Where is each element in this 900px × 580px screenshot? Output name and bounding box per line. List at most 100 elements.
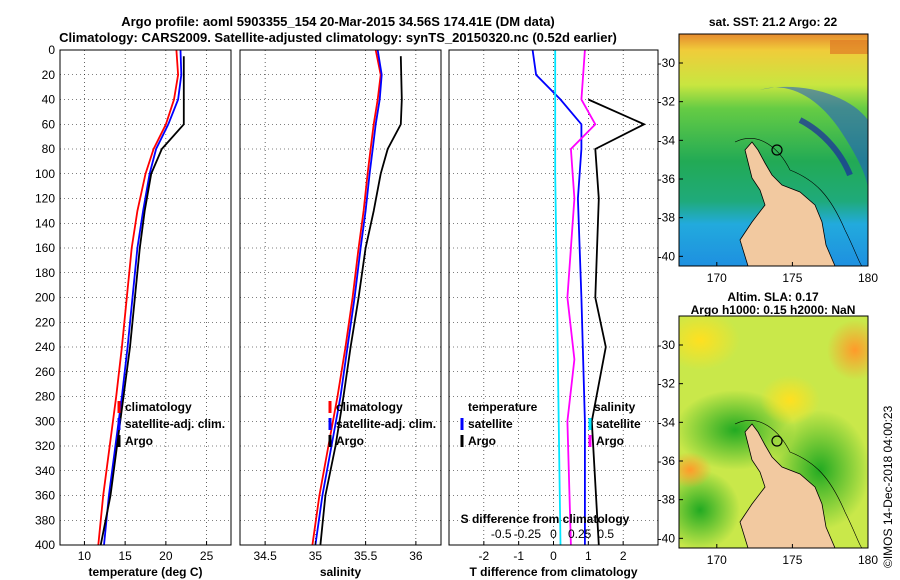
ytick-label-4: 80 xyxy=(42,142,56,156)
diff-xtick-label-2: 0 xyxy=(550,549,557,563)
sal-xlabel: salinity xyxy=(320,565,362,579)
sst-map-ytick-label-0: -30 xyxy=(658,56,676,70)
sla-map-ytick-label-0: -30 xyxy=(658,338,676,352)
credit-text: ©IMOS 14-Dec-2018 04:00:23 xyxy=(881,405,895,568)
temp-xtick-label-3: 25 xyxy=(200,549,214,563)
sst-map-xtick-label-1: 175 xyxy=(782,271,802,285)
temp-frame xyxy=(59,49,232,546)
sla-map-subtitle: Argo h1000: 0.15 h2000: NaN xyxy=(691,303,856,317)
ytick-label-3: 60 xyxy=(42,117,56,131)
sla-map-ytick-label-1: -32 xyxy=(658,377,676,391)
sst-map-ytick-label-2: -34 xyxy=(658,133,676,147)
diff-x2tick-label-2: 0 xyxy=(550,527,557,541)
sst-map-xtick-label-0: 170 xyxy=(707,271,727,285)
temp-series-satellite-adj-clim- xyxy=(103,49,183,546)
ytick-label-9: 180 xyxy=(35,266,55,280)
diff-xlabel2: S difference from climatology xyxy=(461,512,630,526)
diff-series-t-satellite xyxy=(531,49,586,545)
diff-x2tick-label-0: -0.5 xyxy=(491,527,512,541)
sla-map-ytick-label-4: -38 xyxy=(658,493,676,507)
salinity-profile-panel: 34.5 35 35.5 36 salinity climatology satellite… xyxy=(239,49,442,579)
temp-xtick-label-1: 15 xyxy=(118,549,132,563)
ytick-label-18: 360 xyxy=(35,489,55,503)
sal-xtick-label-2: 35.5 xyxy=(354,549,378,563)
sla-map-ytick-label-5: -40 xyxy=(658,531,676,545)
sal-legend-label-1: satellite-adj. clim. xyxy=(336,417,436,431)
sal-series-argo xyxy=(319,56,403,546)
sla-map-xtick-label-0: 170 xyxy=(707,553,727,567)
temp-xtick-label-2: 20 xyxy=(159,549,173,563)
diff-xtick-label-0: -2 xyxy=(478,549,489,563)
sal-legend-label-0: climatology xyxy=(336,400,403,414)
bathymetry-contour-2 xyxy=(734,420,863,548)
ytick-label-10: 200 xyxy=(35,291,55,305)
title-line-2: Climatology: CARS2009. Satellite-adjuste… xyxy=(59,30,617,45)
diff-x2tick-label-3: 0.25 xyxy=(568,527,592,541)
ytick-label-8: 160 xyxy=(35,241,55,255)
sst-map-ytick-label-5: -40 xyxy=(658,249,676,263)
diff-xlabel: T difference from climatology xyxy=(469,565,637,579)
diff-series-s-satellite xyxy=(554,50,562,546)
sst-map-ytick-label-1: -32 xyxy=(658,95,676,109)
diff-legend-right-label-1: Argo xyxy=(596,434,624,448)
temperature-profile-panel: 10 15 20 25 0 20 40 60 80 100 120 140 160 180 200 220 24… xyxy=(35,43,232,579)
sst-map-xtick-label-2: 180 xyxy=(858,271,878,285)
sla-map-frame xyxy=(678,315,869,549)
diff-legend-left-label-1: Argo xyxy=(468,434,496,448)
diff-series-s-argo xyxy=(566,49,597,546)
ytick-label-15: 300 xyxy=(35,414,55,428)
land-north-island xyxy=(739,141,836,266)
ytick-label-0: 0 xyxy=(48,43,55,57)
argo-float-marker-2 xyxy=(771,435,783,447)
sst-map-frame xyxy=(678,33,869,267)
bathymetry-contour xyxy=(734,138,863,266)
sla-map-panel: Altim. SLA: 0.17 Argo h1000: 0.15 h2000:… xyxy=(658,290,879,567)
ytick-label-5: 100 xyxy=(35,167,55,181)
sst-map-title: sat. SST: 21.2 Argo: 22 xyxy=(709,15,838,29)
ytick-label-12: 240 xyxy=(35,340,55,354)
sal-frame xyxy=(239,49,442,546)
ytick-label-2: 40 xyxy=(42,93,56,107)
diff-x2tick-label-4: 0.5 xyxy=(597,527,614,541)
diff-legend-right-label-0: satellite xyxy=(596,417,641,431)
sla-map-xtick-label-2: 180 xyxy=(858,553,878,567)
diff-x2tick-label-1: -0.25 xyxy=(514,527,542,541)
ytick-label-16: 320 xyxy=(35,439,55,453)
diff-legend-left-label-0: satellite xyxy=(468,417,513,431)
sla-map-image xyxy=(679,316,868,548)
land-north-island-2 xyxy=(739,423,836,548)
sst-map-ytick-label-3: -36 xyxy=(658,172,676,186)
sla-map-ytick-label-3: -36 xyxy=(658,454,676,468)
title-line-1: Argo profile: aoml 5903355_154 20-Mar-20… xyxy=(121,14,555,29)
diff-series-t-argo xyxy=(587,98,647,546)
temp-series-argo xyxy=(99,56,185,546)
temp-legend-label-1: satellite-adj. clim. xyxy=(125,417,225,431)
sst-map-panel: sat. SST: 21.2 Argo: 22 170 175 180 -30 -32 -… xyxy=(658,15,879,285)
temp-legend-label-2: Argo xyxy=(125,434,153,448)
diff-legend-left-title: temperature xyxy=(468,400,538,414)
diff-xtick-label-4: 2 xyxy=(620,549,627,563)
ytick-label-13: 260 xyxy=(35,365,55,379)
sst-map-image xyxy=(679,34,868,266)
diff-xtick-label-3: 1 xyxy=(585,549,592,563)
sal-xtick-label-3: 36 xyxy=(409,549,423,563)
ytick-label-6: 120 xyxy=(35,192,55,206)
temp-legend-label-0: climatology xyxy=(125,400,192,414)
ytick-label-19: 380 xyxy=(35,513,55,527)
temp-plot-area xyxy=(60,50,231,545)
ytick-label-11: 220 xyxy=(35,315,55,329)
difference-profile-panel: -2 -1 0 1 2 T difference from climatology temp… xyxy=(448,49,659,579)
diff-legend-right-title: salinity xyxy=(594,400,636,414)
sst-map-ytick-label-4: -38 xyxy=(658,211,676,225)
sal-series-satellite-adj-clim- xyxy=(314,49,383,546)
sal-xtick-label-1: 35 xyxy=(309,549,323,563)
ytick-label-1: 20 xyxy=(42,68,56,82)
sla-map-xtick-label-1: 175 xyxy=(782,553,802,567)
sal-xtick-label-0: 34.5 xyxy=(253,549,277,563)
ytick-label-17: 340 xyxy=(35,464,55,478)
sal-legend-label-2: Argo xyxy=(336,434,364,448)
temp-xtick-label-0: 10 xyxy=(78,549,92,563)
ytick-label-14: 280 xyxy=(35,390,55,404)
temp-series-climatology xyxy=(97,49,180,546)
ytick-label-20: 400 xyxy=(35,538,55,552)
